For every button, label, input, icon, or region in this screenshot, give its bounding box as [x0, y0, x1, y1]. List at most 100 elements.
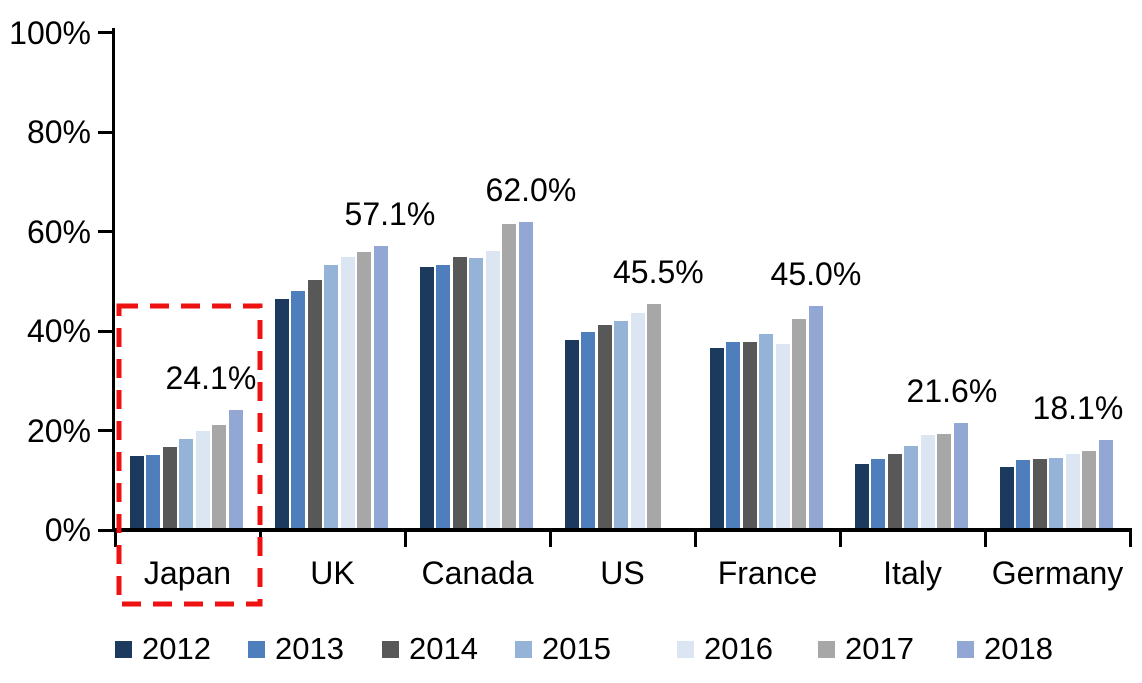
y-axis-tick-40- [98, 329, 112, 333]
legend-label-2018: 2018 [984, 631, 1053, 666]
bar-canada-2012 [419, 267, 434, 530]
x-axis-tick-7 [1128, 531, 1132, 547]
legend-item-2015: 2015 [515, 631, 611, 667]
y-axis-tick-20- [98, 429, 112, 432]
bar-us-2016 [630, 313, 645, 530]
y-axis-label-0-: 0% [44, 512, 91, 548]
y-axis-tick-60- [98, 230, 112, 233]
bar-canada-2018 [518, 221, 533, 530]
x-axis-tick-0 [113, 531, 117, 547]
y-axis-line [112, 28, 115, 532]
y-axis-label-60-: 60% [26, 213, 91, 250]
bar-us-2014 [597, 325, 612, 530]
bar-uk-2018 [373, 245, 388, 530]
y-axis-label-20-: 20% [26, 412, 91, 449]
bar-france-2014 [742, 341, 757, 530]
bar-japan-2015 [179, 439, 194, 530]
bar-japan-2018 [228, 410, 243, 530]
bar-japan-2014 [162, 446, 177, 530]
data-label-germany: 18.1% [1032, 389, 1124, 426]
bar-japan-2017 [212, 424, 227, 530]
data-label-canada: 62.0% [485, 171, 577, 208]
legend-item-2012: 2012 [115, 631, 211, 667]
bar-france-2015 [759, 333, 774, 530]
bar-germany-2015 [1049, 457, 1064, 530]
bar-france-2012 [709, 348, 724, 530]
legend-swatch-2015 [515, 640, 532, 658]
legend-label-2013: 2013 [275, 631, 344, 666]
category-label-us: US [600, 555, 645, 591]
data-label-italy: 21.6% [906, 372, 998, 409]
legend-item-2016: 2016 [677, 631, 773, 667]
bar-uk-2015 [324, 265, 339, 530]
bar-us-2012 [564, 339, 579, 530]
data-label-france: 45.0% [770, 256, 862, 293]
bar-canada-2014 [452, 257, 467, 530]
y-axis-label-40-: 40% [26, 313, 91, 349]
bar-france-2017 [792, 319, 807, 530]
legend-swatch-2016 [677, 640, 694, 658]
bar-germany-2018 [1098, 439, 1113, 530]
y-axis-tick-0- [98, 528, 112, 532]
bar-italy-2012 [854, 463, 869, 530]
legend-label-2015: 2015 [542, 631, 611, 666]
legend-swatch-2017 [818, 640, 835, 658]
bar-italy-2018 [953, 422, 968, 530]
legend-swatch-2018 [957, 640, 974, 658]
legend-swatch-2012 [115, 640, 132, 658]
bar-germany-2012 [999, 466, 1014, 530]
bar-canada-2016 [485, 251, 500, 530]
bar-uk-2012 [274, 298, 289, 530]
y-axis-label-80-: 80% [26, 114, 91, 150]
bar-japan-2016 [195, 430, 210, 530]
bar-france-2016 [775, 344, 790, 530]
bar-uk-2017 [357, 252, 372, 530]
bar-uk-2014 [307, 280, 322, 530]
legend-item-2018: 2018 [957, 631, 1053, 667]
bar-germany-2016 [1065, 454, 1080, 530]
bar-us-2013 [581, 331, 596, 530]
bar-france-2013 [726, 341, 741, 530]
x-axis-tick-5 [838, 531, 842, 547]
bar-italy-2016 [920, 434, 935, 530]
y-axis-tick-80- [98, 130, 112, 134]
bar-uk-2016 [340, 257, 355, 530]
category-label-japan: Japan [143, 555, 232, 591]
bar-us-2015 [614, 321, 629, 530]
bar-japan-2012 [129, 456, 144, 530]
x-axis-tick-6 [983, 531, 987, 547]
x-axis-line [112, 528, 1132, 532]
category-label-canada: Canada [421, 555, 534, 591]
legend-item-2013: 2013 [248, 631, 344, 667]
bar-canada-2017 [502, 223, 517, 530]
data-label-japan: 24.1% [165, 360, 257, 397]
bar-italy-2014 [887, 453, 902, 530]
x-axis-tick-4 [693, 531, 697, 547]
category-label-germany: Germany [991, 555, 1124, 591]
bar-canada-2013 [436, 265, 451, 530]
bar-italy-2017 [937, 433, 952, 530]
legend-label-2016: 2016 [704, 631, 773, 666]
x-axis-tick-3 [548, 531, 552, 547]
legend-label-2014: 2014 [409, 631, 478, 666]
bar-canada-2015 [469, 258, 484, 530]
y-axis-tick-100- [98, 31, 112, 34]
legend-swatch-2013 [248, 640, 265, 658]
category-label-france: France [717, 555, 818, 591]
bar-germany-2013 [1016, 460, 1031, 530]
legend-item-2017: 2017 [818, 631, 914, 667]
bar-germany-2014 [1032, 458, 1047, 530]
bar-uk-2013 [291, 291, 306, 530]
bar-italy-2013 [871, 458, 886, 530]
bar-italy-2015 [904, 445, 919, 530]
x-axis-tick-1 [258, 531, 262, 547]
bar-japan-2013 [146, 455, 161, 530]
legend-item-2014: 2014 [382, 631, 478, 667]
data-label-uk: 57.1% [344, 195, 436, 232]
bar-germany-2017 [1082, 451, 1097, 530]
y-axis-label-100-: 100% [9, 14, 91, 51]
data-label-us: 45.5% [612, 253, 704, 290]
x-axis-tick-2 [403, 531, 407, 547]
legend-swatch-2014 [382, 640, 399, 658]
